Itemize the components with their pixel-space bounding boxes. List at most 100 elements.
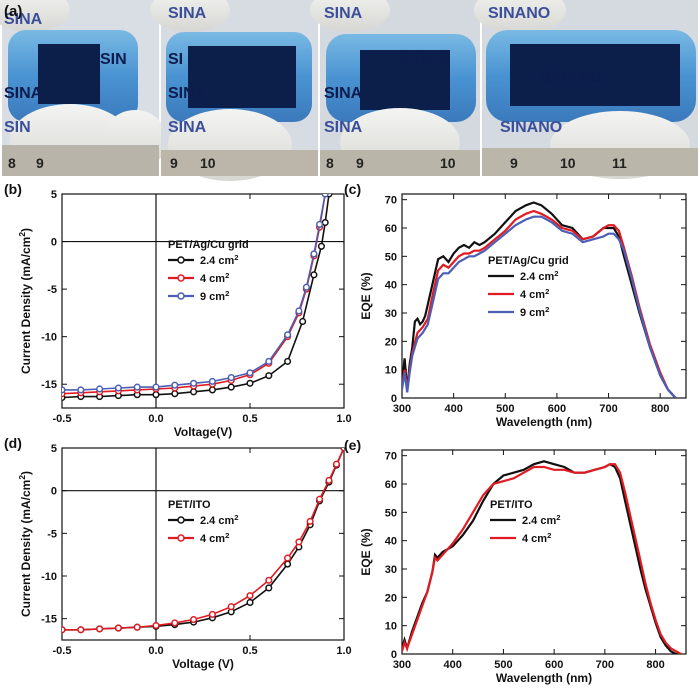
photo-1-text-2: SINA bbox=[4, 85, 43, 102]
data-point-blue bbox=[265, 357, 273, 365]
data-point-black bbox=[310, 271, 318, 279]
photo-2-text-1: SI bbox=[168, 51, 183, 68]
photo-3-ruler-0: 8 bbox=[326, 155, 334, 171]
chart-panel-c: 300 400 500 600 700 800 0 10 20 30 40 50 60 70 Wavelen… bbox=[344, 181, 687, 429]
photo-4-text-1: SINANO bbox=[540, 69, 602, 86]
data-point-red bbox=[284, 554, 292, 562]
photo-2: SINA SI SINA SINA 9 10 bbox=[150, 0, 318, 181]
x-tick-label: 500 bbox=[496, 403, 514, 415]
y-tick-label: 50 bbox=[385, 251, 397, 263]
x-tick-label: 800 bbox=[651, 403, 669, 415]
y-tick-label: 60 bbox=[385, 479, 397, 491]
x-tick-label: 400 bbox=[444, 403, 462, 415]
legend-title: PET/ITO bbox=[168, 499, 211, 511]
y-axis-title: Current Density (mA/cm2) bbox=[17, 471, 33, 617]
y-tick-label: -10 bbox=[41, 571, 57, 583]
data-point-red bbox=[208, 610, 216, 618]
y-tick-label: 70 bbox=[385, 195, 397, 207]
chart-panel-e: 300 400 500 600 700 800 0 10 20 30 40 50 60 70 Wavelen… bbox=[344, 437, 687, 685]
data-point-black bbox=[284, 560, 292, 568]
photo-1-text-1: SIN bbox=[100, 51, 127, 68]
data-point-black bbox=[171, 390, 179, 398]
y-tick-label: 30 bbox=[385, 308, 397, 320]
series-line-black bbox=[62, 194, 330, 399]
data-point-red bbox=[77, 626, 85, 634]
legend-label-red: 4 cm2 bbox=[520, 287, 549, 302]
data-point-black bbox=[227, 383, 235, 391]
photo-2-text-2: SINA bbox=[168, 85, 207, 102]
photo-4-ruler-0: 9 bbox=[510, 155, 518, 171]
data-point-black bbox=[284, 357, 292, 365]
y-tick-label: 10 bbox=[385, 621, 397, 633]
data-point-blue bbox=[77, 386, 85, 394]
data-point-red bbox=[62, 626, 66, 634]
y-axis-title: EQE (%) bbox=[359, 272, 373, 319]
series-line-red bbox=[402, 209, 677, 398]
panel-label: (b) bbox=[4, 181, 22, 197]
photo-1-text-3: SIN bbox=[4, 119, 31, 136]
plot-frame bbox=[61, 193, 345, 409]
y-tick-label: 40 bbox=[385, 536, 397, 548]
y-tick-label: 20 bbox=[385, 336, 397, 348]
y-tick-label: 5 bbox=[51, 443, 57, 455]
data-point-blue bbox=[316, 220, 324, 228]
data-point-red bbox=[332, 460, 341, 468]
panel-label: (c) bbox=[344, 181, 361, 197]
photo-3-text-2: SINA bbox=[324, 85, 363, 102]
photo-3-ruler-2: 10 bbox=[440, 155, 456, 171]
data-point-blue bbox=[171, 381, 179, 389]
photo-2-ruler-0: 9 bbox=[170, 155, 178, 171]
data-point-red bbox=[133, 623, 141, 631]
data-point-black bbox=[208, 386, 216, 394]
data-point-red bbox=[316, 495, 324, 503]
photo-3-text-0: SINA bbox=[324, 5, 363, 22]
series-line-blue bbox=[402, 215, 677, 398]
x-tick-label: 300 bbox=[393, 659, 411, 671]
data-point-blue bbox=[302, 283, 310, 291]
y-tick-label: -10 bbox=[41, 332, 57, 344]
y-tick-label: 30 bbox=[385, 564, 397, 576]
data-point-red bbox=[171, 619, 179, 627]
data-point-blue bbox=[227, 374, 235, 382]
legend-label-black: 2.4 cm2 bbox=[200, 513, 239, 528]
legend-marker-black bbox=[177, 516, 185, 524]
y-tick-label: -15 bbox=[41, 379, 57, 391]
x-tick-label: 300 bbox=[393, 403, 411, 415]
data-point-red bbox=[114, 624, 122, 632]
y-axis-title: EQE (%) bbox=[359, 528, 373, 575]
photo-1: SINA SIN SINA SIN 8 9 bbox=[0, 0, 167, 176]
x-tick-label: 1.0 bbox=[336, 413, 351, 425]
data-point-black bbox=[317, 242, 325, 250]
legend-label-black: 2.4 cm2 bbox=[520, 269, 559, 284]
chart-panel-b: -0.5 0.0 0.5 1.0 -15 -10 -5 0 5 Voltage(V) Current… bbox=[4, 181, 352, 439]
x-tick-label: 0.0 bbox=[148, 645, 163, 657]
data-point-black bbox=[299, 317, 307, 325]
photo-strip: SINA SIN SINA SIN 8 9 SINA SI SINA SINA … bbox=[0, 0, 698, 181]
x-axis-title: Voltage (V) bbox=[172, 657, 234, 671]
data-point-black bbox=[152, 391, 160, 399]
data-point-red bbox=[246, 592, 254, 600]
legend-title: PET/Ag/Cu grid bbox=[168, 239, 249, 251]
x-tick-label: 400 bbox=[444, 659, 462, 671]
legend-label-black: 2.4 cm2 bbox=[200, 253, 239, 268]
series-line-red bbox=[402, 463, 682, 654]
data-point-blue bbox=[295, 307, 303, 315]
photo-4: SINANO SINANO SINANO 9 10 11 bbox=[474, 0, 698, 179]
y-tick-label: 5 bbox=[51, 189, 57, 201]
x-axis-title: Voltage(V) bbox=[174, 425, 232, 439]
photo-1-text-0: SINA bbox=[4, 11, 43, 28]
y-tick-label: 0 bbox=[391, 393, 397, 405]
photo-2-text-3: SINA bbox=[168, 119, 207, 136]
x-tick-label: 0.5 bbox=[242, 645, 257, 657]
photo-1-ruler-1: 9 bbox=[36, 155, 44, 171]
legend-title: PET/ITO bbox=[490, 499, 533, 511]
data-point-blue bbox=[62, 386, 66, 394]
plot-frame bbox=[61, 447, 345, 641]
data-point-blue bbox=[321, 194, 329, 198]
data-point-blue bbox=[133, 383, 141, 391]
legend-label-red: 4 cm2 bbox=[200, 271, 229, 286]
data-point-red bbox=[265, 576, 273, 584]
data-point-blue bbox=[310, 250, 318, 258]
x-tick-label: 700 bbox=[599, 403, 617, 415]
legend-label-black: 2.4 cm2 bbox=[522, 513, 561, 528]
